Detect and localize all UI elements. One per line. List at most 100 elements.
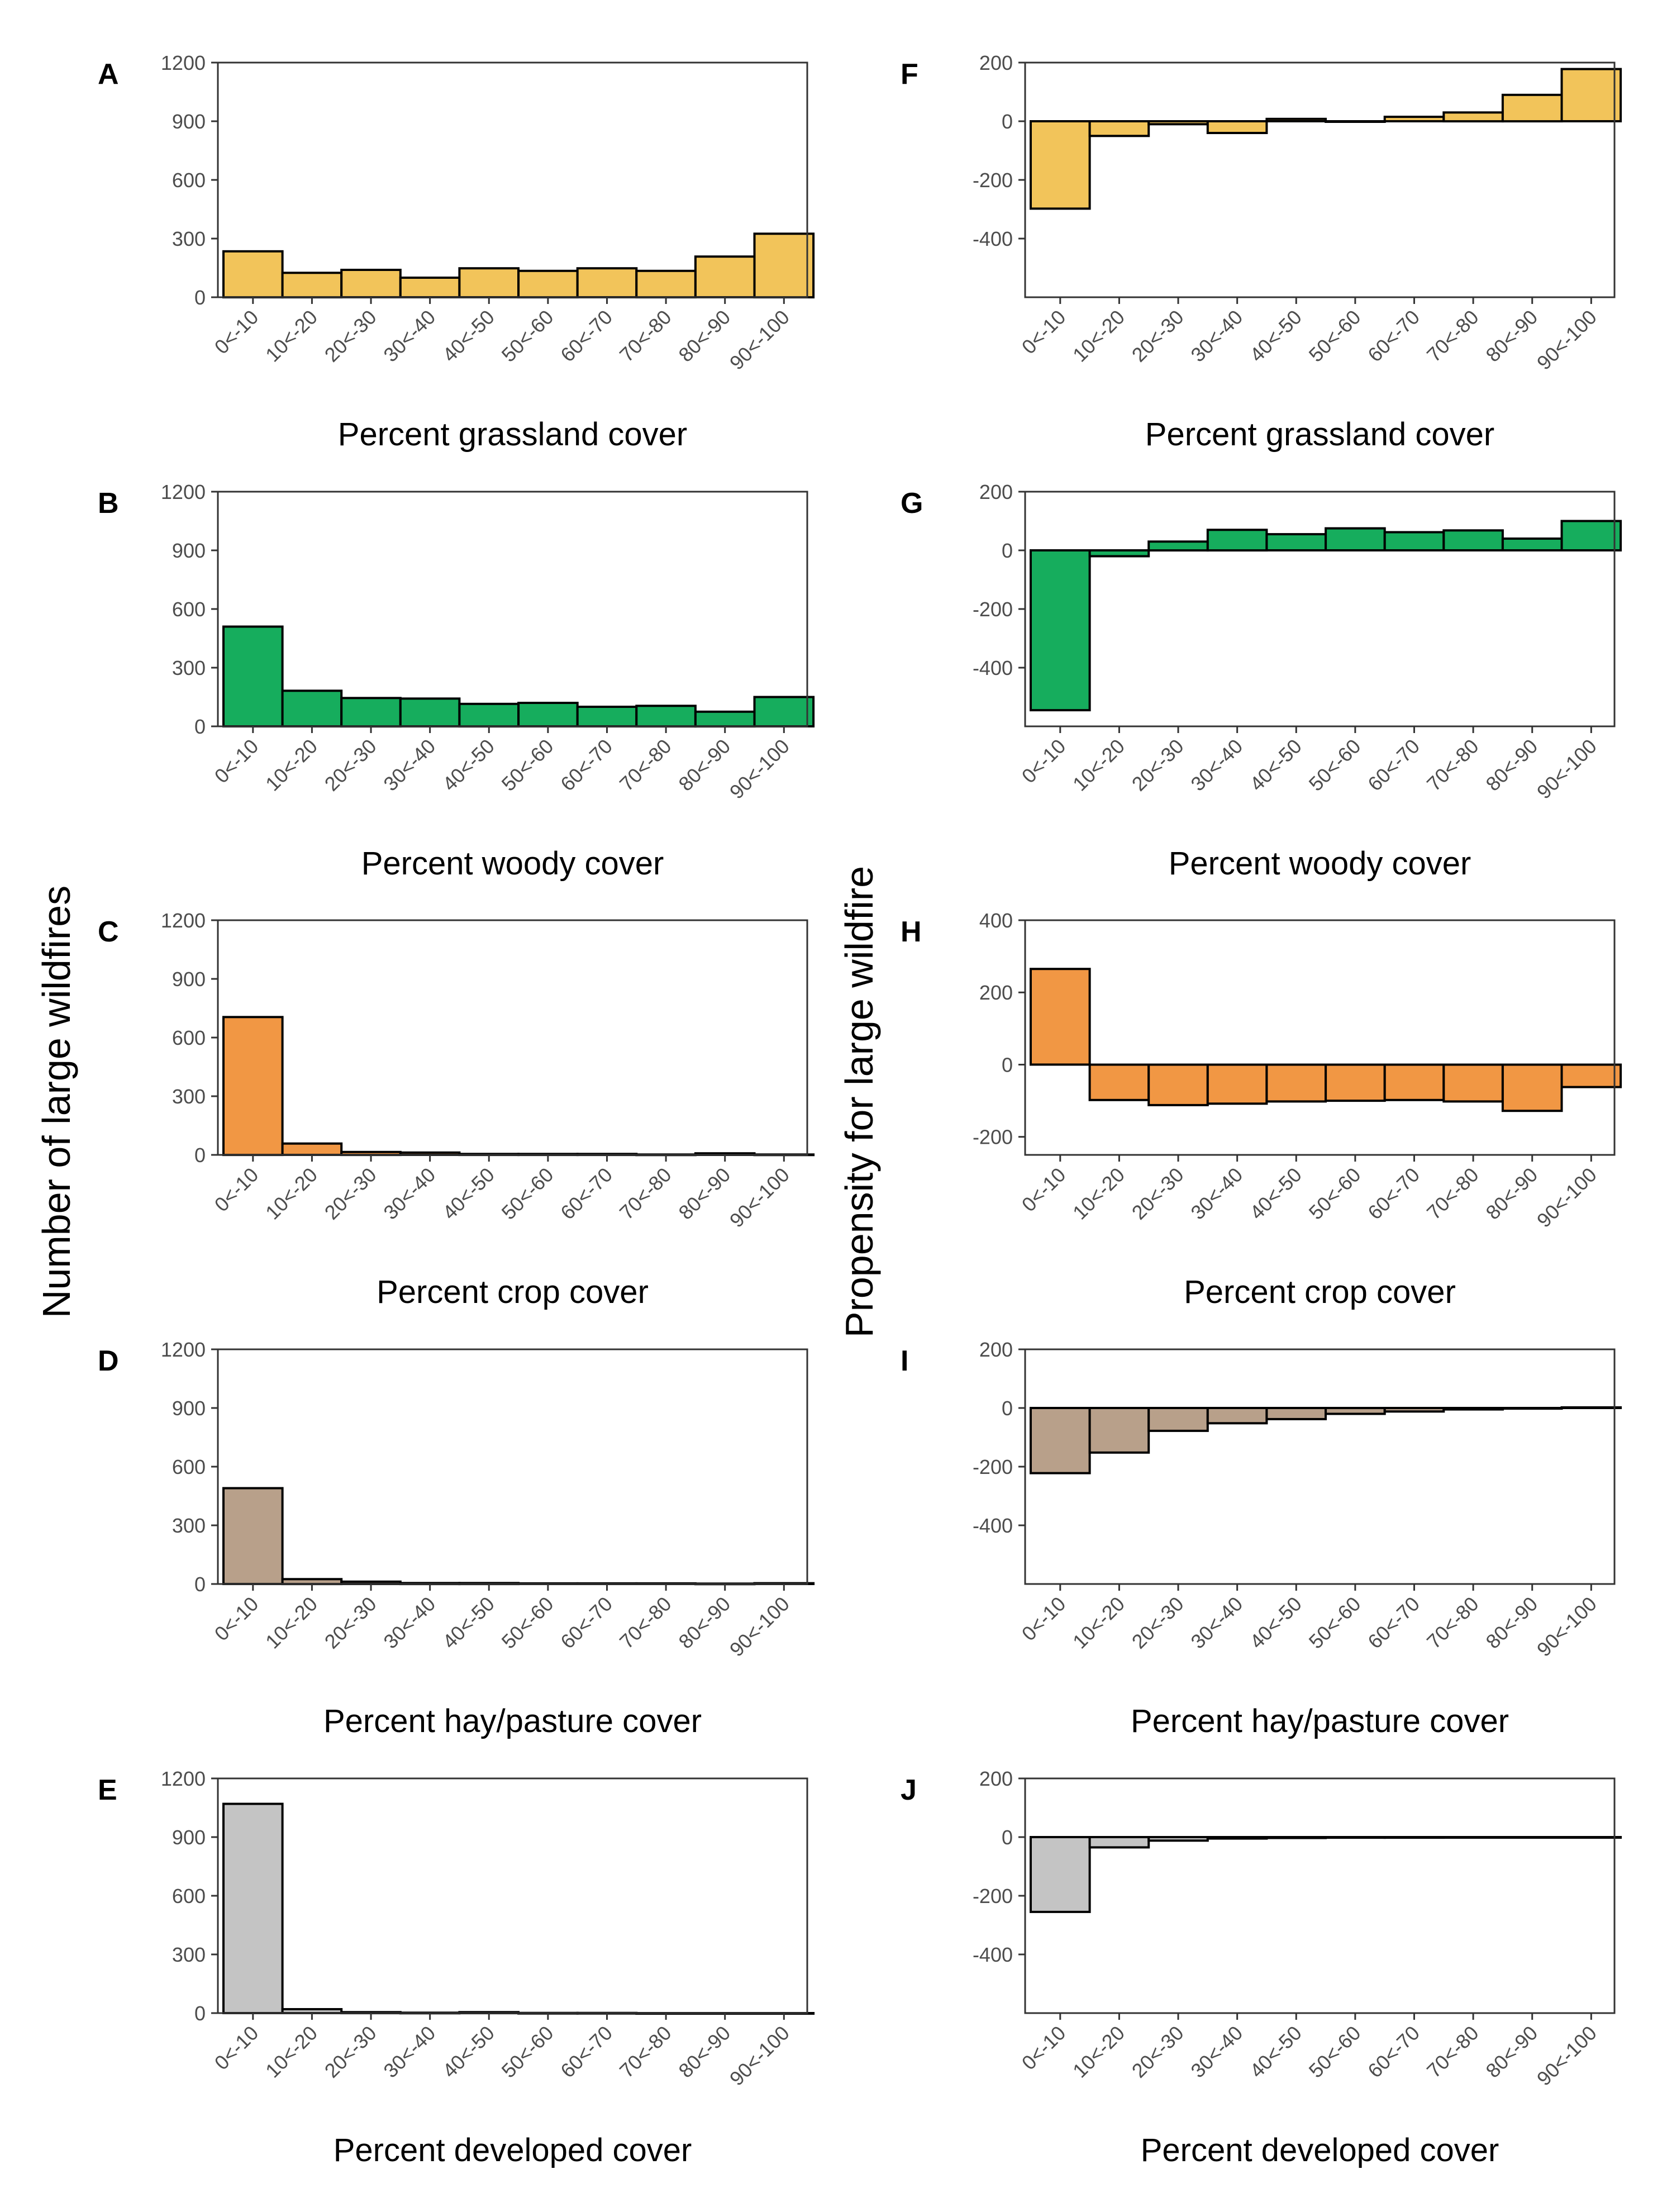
bar-f-80<-90	[1501, 93, 1563, 123]
y-tick-label-a-1: 300	[172, 227, 206, 250]
y-tick-label-a-4: 1200	[161, 51, 206, 74]
bar-b-70<-80	[635, 705, 697, 728]
y-tick-label-h-0: -200	[973, 1126, 1013, 1149]
panel-h: H -200 0 200 400 0<-1010<-2020<-3030<-4040<-5…	[901, 909, 1622, 1310]
x-tick-label-b-3: 30<-40	[379, 735, 440, 796]
panel-letter-g: G	[901, 487, 923, 520]
bar-i-10<-20	[1088, 1407, 1150, 1454]
y-tick-label-f-2: 0	[1002, 110, 1013, 133]
x-axis-title-e: Percent developed cover	[334, 2132, 692, 2168]
bar-f-70<-80	[1442, 111, 1504, 123]
bar-h-40<-50	[1265, 1063, 1327, 1103]
plot-frame-c	[217, 919, 808, 1156]
y-tick-label-f-0: -400	[973, 227, 1013, 250]
bar-h-60<-70	[1383, 1063, 1445, 1101]
x-tick-label-a-5: 50<-60	[497, 306, 558, 367]
x-tick-label-g-5: 50<-60	[1304, 735, 1365, 796]
y-tick-label-e-2: 600	[172, 1885, 206, 1907]
panel-i: I -400 -200 0 200 0<-1010<-2020<-3030<-4040<-…	[901, 1338, 1622, 1739]
x-tick-label-b-6: 60<-70	[556, 735, 617, 796]
bar-h-50<-60	[1325, 1063, 1386, 1102]
y-tick-label-b-2: 600	[172, 598, 206, 621]
x-tick-label-f-6: 60<-70	[1363, 306, 1424, 367]
x-tick-label-g-1: 10<-20	[1068, 735, 1129, 796]
panel-letter-e: E	[98, 1774, 117, 1806]
bar-f-40<-50	[1265, 117, 1327, 123]
panel-letter-a: A	[98, 58, 119, 91]
panel-b: B 0 300 600 900 1200 0<-1010<-2020<-3030<-4040…	[98, 481, 815, 882]
x-tick-label-f-2: 20<-30	[1127, 306, 1188, 367]
x-tick-label-j-3: 30<-40	[1186, 2021, 1247, 2082]
x-tick-label-j-9: 90<-100	[1532, 2021, 1601, 2090]
y-tick-label-d-0: 0	[194, 1573, 206, 1596]
x-tick-label-c-9: 90<-100	[725, 1163, 794, 1232]
bar-a-90<-100	[753, 232, 815, 299]
panel-a: A 0 300 600 900 1200 0<-1010<-2020<-3030<-4040…	[98, 51, 815, 453]
bar-f-90<-100	[1560, 68, 1622, 122]
bar-j-60<-70	[1383, 1836, 1445, 1839]
x-tick-label-h-4: 40<-50	[1245, 1163, 1306, 1224]
x-tick-label-i-2: 20<-30	[1127, 1592, 1188, 1653]
x-tick-label-d-4: 40<-50	[438, 1592, 499, 1653]
bar-a-40<-50	[458, 267, 520, 299]
x-tick-label-d-2: 20<-30	[320, 1592, 381, 1653]
x-tick-label-b-7: 70<-80	[615, 735, 676, 796]
bar-h-90<-100	[1560, 1063, 1622, 1088]
y-tick-label-e-4: 1200	[161, 1767, 206, 1790]
bar-f-20<-30	[1147, 120, 1209, 126]
bar-c-0<-10	[222, 1016, 284, 1157]
x-tick-label-f-9: 90<-100	[1532, 306, 1601, 374]
bar-j-90<-100	[1560, 1836, 1622, 1839]
bar-g-30<-40	[1206, 529, 1268, 552]
bar-i-50<-60	[1325, 1407, 1386, 1415]
x-tick-label-i-1: 10<-20	[1068, 1592, 1129, 1653]
x-tick-label-e-7: 70<-80	[615, 2021, 676, 2082]
x-tick-label-h-3: 30<-40	[1186, 1163, 1247, 1224]
x-tick-label-f-0: 0<-10	[1017, 306, 1070, 359]
bar-h-10<-20	[1088, 1063, 1150, 1101]
bar-g-60<-70	[1383, 531, 1445, 551]
y-tick-label-h-2: 200	[979, 981, 1013, 1004]
bar-i-70<-80	[1442, 1407, 1504, 1411]
bar-g-10<-20	[1088, 549, 1150, 558]
x-tick-label-g-9: 90<-100	[1532, 735, 1601, 803]
bar-b-50<-60	[517, 702, 579, 727]
x-tick-label-c-5: 50<-60	[497, 1163, 558, 1224]
panel-letter-c: C	[98, 916, 119, 948]
bar-b-90<-100	[753, 696, 815, 727]
x-tick-label-g-4: 40<-50	[1245, 735, 1306, 796]
x-axis-title-g: Percent woody cover	[1169, 845, 1471, 882]
x-tick-label-g-6: 60<-70	[1363, 735, 1424, 796]
y-tick-label-j-1: -200	[973, 1885, 1013, 1907]
panel-e: E 0 300 600 900 1200 0<-1010<-2020<-3030<-4040…	[98, 1767, 815, 2168]
bar-e-0<-10	[222, 1802, 284, 2014]
x-tick-label-g-2: 20<-30	[1127, 735, 1188, 796]
bar-b-0<-10	[222, 625, 284, 727]
x-tick-label-g-7: 70<-80	[1422, 735, 1483, 796]
x-tick-label-g-0: 0<-10	[1017, 735, 1070, 788]
bar-i-40<-50	[1265, 1407, 1327, 1420]
x-tick-label-a-7: 70<-80	[615, 306, 676, 367]
bar-f-30<-40	[1206, 120, 1268, 134]
x-tick-label-d-5: 50<-60	[497, 1592, 558, 1653]
bar-j-30<-40	[1206, 1836, 1268, 1840]
bar-i-30<-40	[1206, 1407, 1268, 1425]
x-tick-label-h-2: 20<-30	[1127, 1163, 1188, 1224]
bar-g-90<-100	[1560, 520, 1622, 551]
bar-i-80<-90	[1501, 1407, 1563, 1410]
panel-letter-f: F	[901, 58, 918, 91]
x-tick-label-h-1: 10<-20	[1068, 1163, 1129, 1224]
x-tick-label-e-5: 50<-60	[497, 2021, 558, 2082]
bar-a-60<-70	[576, 267, 638, 299]
x-tick-label-j-5: 50<-60	[1304, 2021, 1365, 2082]
bar-b-60<-70	[576, 706, 638, 727]
x-axis-title-h: Percent crop cover	[1184, 1274, 1456, 1310]
bar-h-70<-80	[1442, 1063, 1504, 1103]
bar-b-10<-20	[281, 689, 343, 728]
x-tick-label-c-6: 60<-70	[556, 1163, 617, 1224]
x-tick-label-f-5: 50<-60	[1304, 306, 1365, 367]
x-tick-label-b-2: 20<-30	[320, 735, 381, 796]
y-tick-label-c-2: 600	[172, 1026, 206, 1049]
bar-f-0<-10	[1030, 120, 1091, 210]
